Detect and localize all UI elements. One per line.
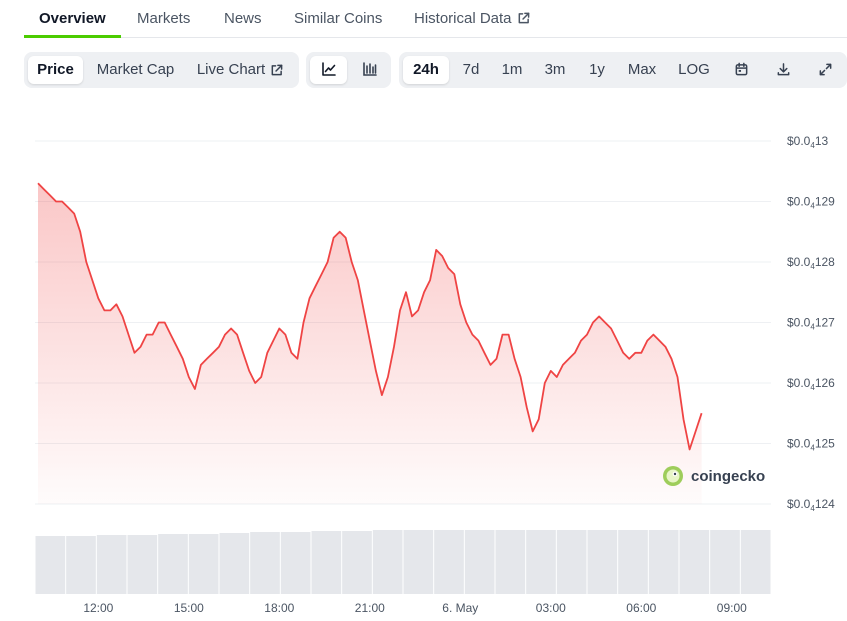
volume-bar bbox=[250, 532, 280, 594]
live-chart-label: Live Chart bbox=[196, 61, 266, 78]
range-1m-button[interactable]: 1m bbox=[501, 61, 523, 78]
tab-overview[interactable]: Overview bbox=[39, 10, 106, 27]
x-axis: 12:00 15:00 18:00 21:00 6. May 03:00 06:00 09:0… bbox=[83, 601, 747, 615]
candlestick-button[interactable] bbox=[351, 56, 388, 84]
calendar-icon bbox=[735, 62, 747, 76]
range-group: 24h 7d 1m 3m 1y Max LOG bbox=[399, 52, 847, 88]
volume-bar bbox=[127, 535, 158, 594]
volume-bar bbox=[403, 530, 434, 594]
volume-bar bbox=[66, 536, 96, 594]
price-line bbox=[37, 182, 703, 451]
tab-historical-data-label: Historical Data bbox=[414, 10, 512, 27]
volume-bar bbox=[188, 534, 219, 594]
y-tick-label: $0.04124 bbox=[787, 497, 835, 513]
x-tick-label: 03:00 bbox=[536, 601, 566, 615]
coingecko-brand: coingecko bbox=[691, 468, 765, 485]
x-tick-label: 18:00 bbox=[264, 601, 294, 615]
range-3m-button[interactable]: 3m bbox=[544, 61, 566, 78]
range-max-button[interactable]: Max bbox=[627, 61, 657, 78]
volume-bar bbox=[740, 530, 771, 594]
x-tick-label: 21:00 bbox=[355, 601, 385, 615]
calendar-button[interactable] bbox=[726, 56, 756, 84]
volume-bar bbox=[311, 531, 342, 594]
y-tick-label: $0.04129 bbox=[787, 195, 835, 211]
line-chart-button[interactable] bbox=[310, 56, 347, 84]
volume-bar bbox=[495, 530, 526, 594]
y-axis: $0.0413 $0.04129 $0.04128 $0.04127 $0.04126 $… bbox=[787, 134, 835, 513]
coingecko-watermark: coingecko bbox=[663, 466, 765, 486]
active-tab-indicator bbox=[24, 35, 121, 38]
y-tick-label: $0.04128 bbox=[787, 255, 835, 271]
volume-bar bbox=[96, 535, 127, 594]
y-tick-label: $0.04127 bbox=[787, 316, 835, 332]
chart-style-group bbox=[306, 52, 391, 88]
range-7d-button[interactable]: 7d bbox=[462, 61, 480, 78]
volume-bar bbox=[372, 530, 403, 594]
volume-bar bbox=[526, 530, 556, 594]
volume-bar bbox=[556, 530, 587, 594]
y-tick-label: $0.04126 bbox=[787, 376, 835, 392]
tab-similar-coins[interactable]: Similar Coins bbox=[294, 10, 383, 27]
tab-markets[interactable]: Markets bbox=[137, 10, 191, 27]
price-button[interactable]: Price bbox=[28, 56, 83, 84]
volume-bar bbox=[280, 532, 311, 594]
metric-toggle-group: Price Market Cap Live Chart bbox=[24, 52, 299, 88]
x-tick-label: 06:00 bbox=[626, 601, 656, 615]
candlestick-icon bbox=[362, 62, 377, 76]
y-tick-label: $0.0413 bbox=[787, 134, 828, 150]
volume-bars bbox=[35, 530, 771, 594]
live-chart-button[interactable]: Live Chart bbox=[190, 56, 290, 84]
external-link-icon bbox=[271, 64, 283, 76]
range-1y-button[interactable]: 1y bbox=[589, 61, 605, 78]
volume-bar bbox=[158, 534, 188, 594]
volume-bar bbox=[587, 530, 618, 594]
market-cap-button[interactable]: Market Cap bbox=[96, 61, 175, 78]
tab-historical-data[interactable]: Historical Data bbox=[414, 10, 530, 27]
volume-bar bbox=[464, 530, 495, 594]
line-chart-icon bbox=[321, 62, 336, 76]
external-link-icon bbox=[518, 12, 529, 24]
download-button[interactable] bbox=[768, 56, 798, 84]
x-tick-label: 12:00 bbox=[83, 601, 113, 615]
price-chart[interactable]: $0.0413 $0.04129 $0.04128 $0.04127 $0.04126 $… bbox=[0, 100, 847, 621]
fullscreen-button[interactable] bbox=[810, 56, 840, 84]
volume-bar bbox=[679, 530, 710, 594]
volume-bar bbox=[618, 530, 648, 594]
volume-bar bbox=[219, 533, 250, 594]
volume-bar bbox=[648, 530, 679, 594]
y-tick-label: $0.04125 bbox=[787, 437, 835, 453]
volume-bar bbox=[710, 530, 740, 594]
volume-bar bbox=[342, 531, 372, 594]
tab-news[interactable]: News bbox=[224, 10, 262, 27]
volume-bar bbox=[434, 530, 464, 594]
download-icon bbox=[777, 63, 789, 76]
coingecko-logo-icon bbox=[663, 466, 683, 486]
log-scale-button[interactable]: LOG bbox=[678, 61, 710, 78]
range-24h-button[interactable]: 24h bbox=[403, 56, 449, 84]
volume-bar bbox=[35, 536, 66, 594]
x-tick-label: 15:00 bbox=[174, 601, 204, 615]
fullscreen-icon bbox=[819, 63, 831, 76]
x-tick-label: 6. May bbox=[442, 601, 478, 615]
x-tick-label: 09:00 bbox=[717, 601, 747, 615]
main-tabs: Overview Markets News Similar Coins Hist… bbox=[24, 0, 847, 38]
